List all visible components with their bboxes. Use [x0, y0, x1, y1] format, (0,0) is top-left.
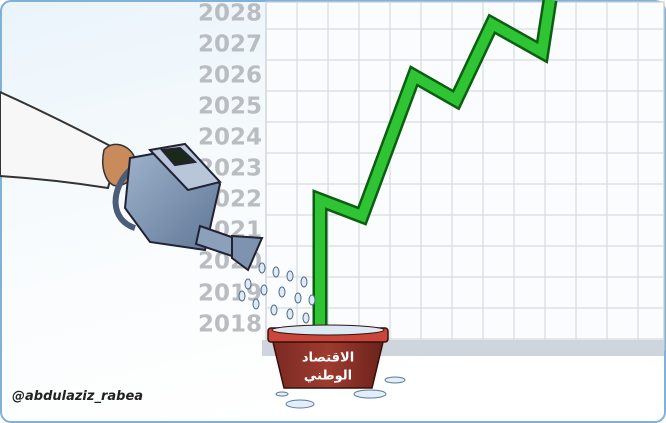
year-label: 2025 — [198, 94, 262, 120]
year-label: 2024 — [198, 125, 262, 151]
year-label: 2028 — [198, 1, 262, 27]
signature: @abdulaziz_rabea — [12, 389, 143, 404]
year-label: 2018 — [198, 312, 262, 338]
plant-pot: الاقتصاد الوطني — [268, 325, 388, 388]
pot-label: الاقتصاد — [302, 351, 354, 366]
pot-label: الوطني — [304, 369, 352, 384]
cartoon: 2028 2027 2026 2025 2024 2023 2022 2021 … — [0, 0, 666, 423]
year-label: 2019 — [198, 281, 262, 307]
year-label: 2027 — [198, 32, 262, 58]
year-label: 2026 — [198, 63, 262, 89]
